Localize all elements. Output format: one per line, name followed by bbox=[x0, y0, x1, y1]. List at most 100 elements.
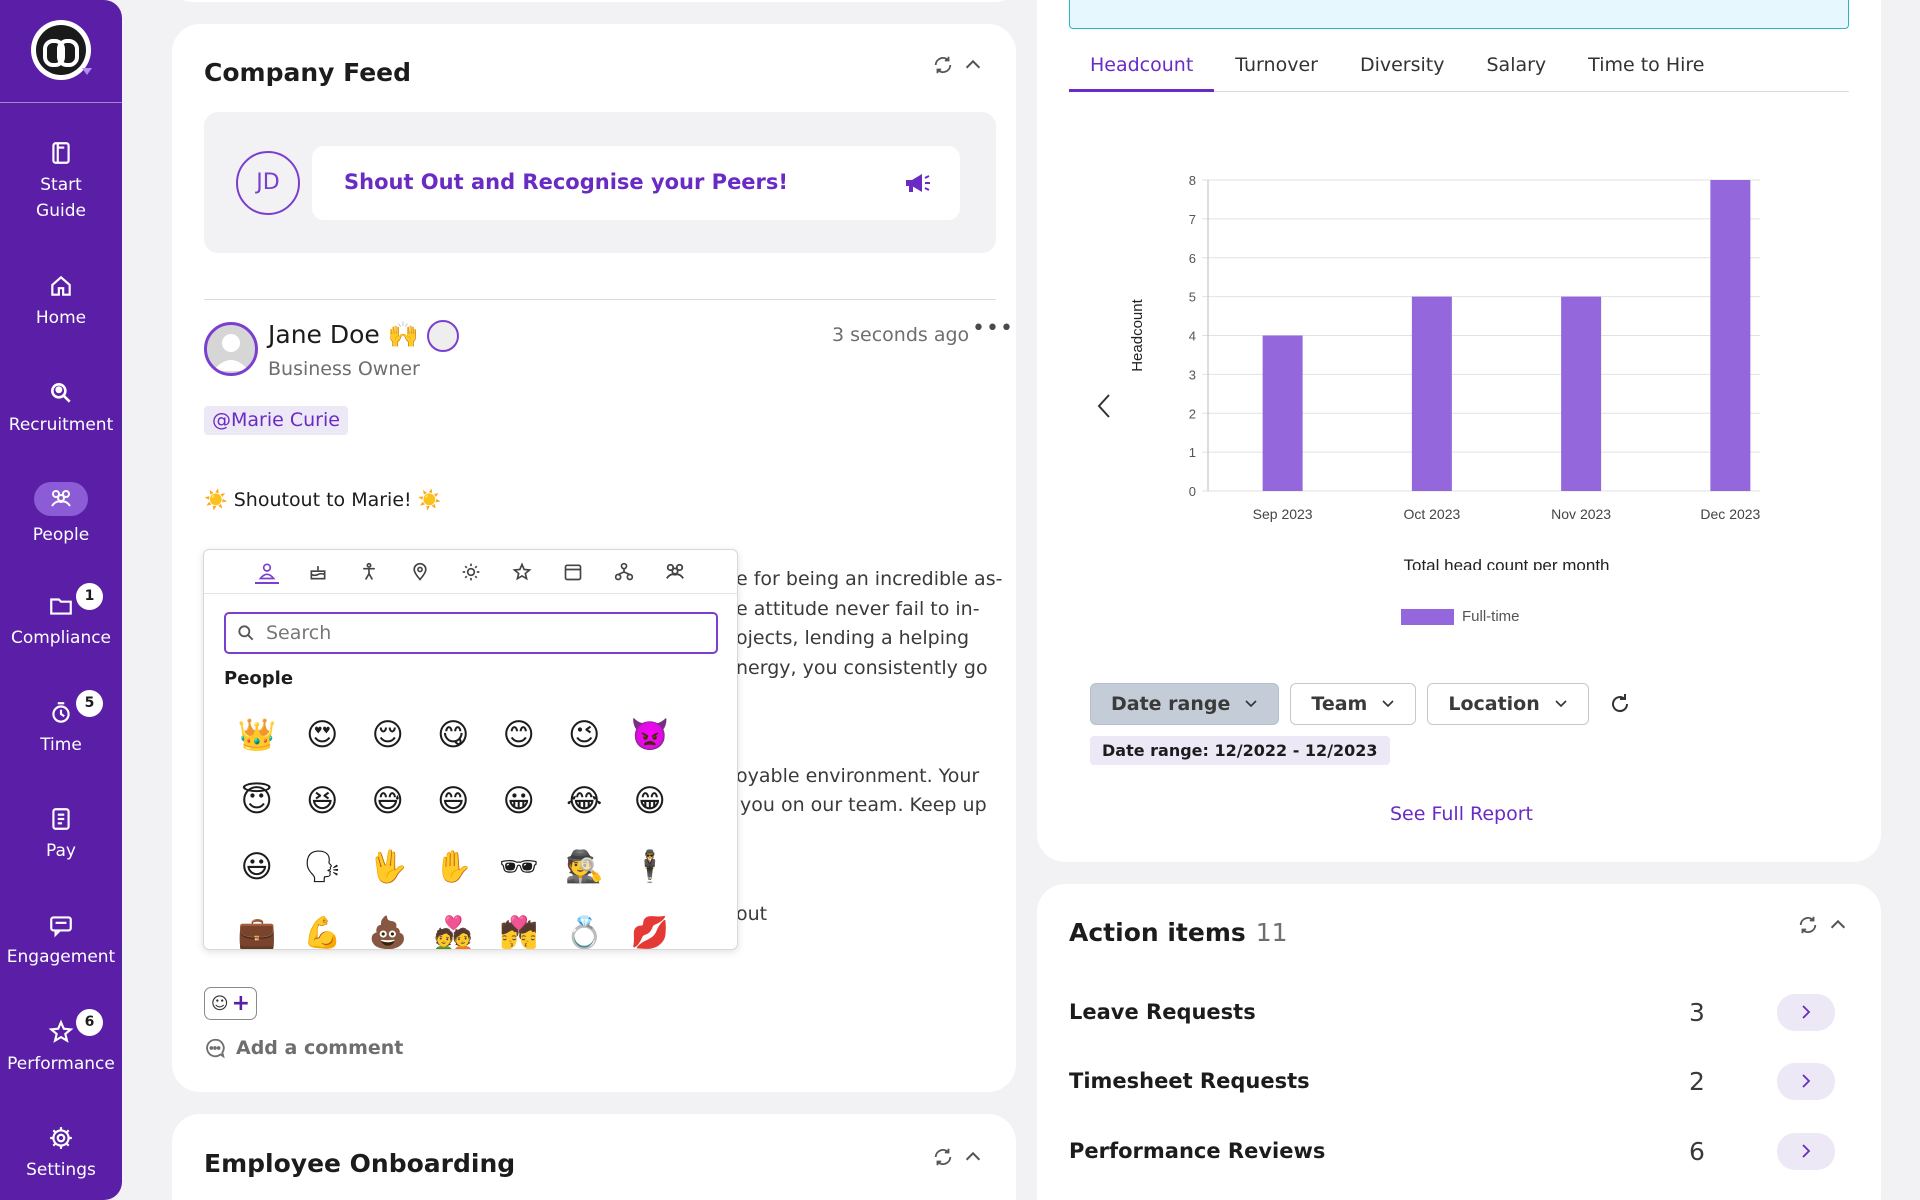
emoji-option[interactable]: 😍 bbox=[306, 717, 339, 753]
emoji-option[interactable]: 💼 bbox=[237, 915, 277, 950]
collapse-chevron-icon[interactable] bbox=[1827, 914, 1849, 936]
tab-turnover[interactable]: Turnover bbox=[1235, 54, 1318, 76]
person-icon[interactable] bbox=[255, 560, 279, 584]
emoji-option[interactable]: 🕶 bbox=[499, 849, 539, 885]
cake-icon[interactable] bbox=[306, 560, 330, 584]
emoji-option[interactable]: 😁 bbox=[633, 783, 666, 819]
action-item-row[interactable]: Timesheet Requests 2 bbox=[1069, 1061, 1849, 1101]
emoji-option[interactable]: 😀 bbox=[502, 783, 535, 819]
chart-prev-arrow-icon[interactable] bbox=[1096, 392, 1112, 420]
home-icon bbox=[51, 275, 71, 296]
emoji-option[interactable]: 👑 bbox=[237, 717, 277, 753]
emoji-option[interactable]: 😊 bbox=[502, 717, 535, 753]
sidebar-item-label: Pay bbox=[46, 841, 76, 861]
figure-icon[interactable] bbox=[357, 560, 381, 584]
filter-label: Date range bbox=[1111, 693, 1231, 715]
chart-legend: Full-time bbox=[1401, 608, 1520, 625]
tab-time-to-hire[interactable]: Time to Hire bbox=[1588, 54, 1705, 76]
nodes-icon[interactable] bbox=[612, 560, 636, 584]
emoji-option[interactable]: 👿 bbox=[630, 717, 670, 753]
sidebar-item-compliance[interactable]: 1 Compliance bbox=[0, 583, 122, 651]
reset-filters-icon[interactable] bbox=[1608, 692, 1632, 716]
company-logo[interactable] bbox=[31, 20, 91, 80]
folder-icon bbox=[50, 598, 72, 615]
group-icon[interactable] bbox=[663, 560, 687, 584]
emoji-option[interactable]: 😅 bbox=[371, 783, 404, 819]
collapse-chevron-icon[interactable] bbox=[962, 54, 984, 76]
chart-bar[interactable] bbox=[1262, 335, 1303, 492]
action-item-open-button[interactable] bbox=[1777, 993, 1835, 1031]
emoji-option[interactable]: 😉 bbox=[568, 717, 601, 753]
emoji-option[interactable]: 💑 bbox=[433, 915, 473, 950]
add-reaction-button[interactable]: ☺ + bbox=[204, 987, 257, 1020]
emoji-option[interactable]: 😋 bbox=[437, 717, 470, 753]
sidebar-item-start-guide[interactable]: Start Guide bbox=[0, 140, 122, 224]
post-author-name[interactable]: Jane Doe 🙌 bbox=[268, 320, 459, 352]
chart-y-axis-label: Headcount bbox=[1129, 298, 1146, 371]
emoji-option[interactable]: 😃 bbox=[240, 849, 273, 885]
emoji-option[interactable]: 🕴 bbox=[630, 849, 670, 885]
refresh-icon[interactable] bbox=[1797, 914, 1819, 936]
chart-bar[interactable] bbox=[1411, 296, 1452, 491]
post-body-line: out bbox=[736, 903, 768, 925]
emoji-option[interactable]: 💏 bbox=[499, 915, 539, 950]
sidebar-item-engagement[interactable]: Engagement bbox=[0, 912, 122, 970]
sidebar-item-label: Settings bbox=[26, 1160, 96, 1180]
emoji-option[interactable]: 🗣 bbox=[302, 849, 342, 885]
location-filter[interactable]: Location bbox=[1427, 683, 1589, 725]
emoji-option[interactable]: 🕵 bbox=[564, 849, 604, 885]
chart-bar[interactable] bbox=[1710, 180, 1751, 491]
sidebar-item-pay[interactable]: Pay bbox=[0, 806, 122, 864]
collapse-chevron-icon[interactable] bbox=[962, 1146, 984, 1168]
emoji-option[interactable]: 💋 bbox=[630, 915, 670, 950]
post-body-line: e for being an incredible as- bbox=[736, 568, 1003, 590]
mention-tag[interactable]: @Marie Curie bbox=[204, 406, 348, 435]
emoji-option[interactable]: 😄 bbox=[437, 783, 470, 819]
x-tick-label: Nov 2023 bbox=[1551, 506, 1611, 522]
logo-dropdown-caret-icon[interactable] bbox=[82, 68, 92, 75]
tab-diversity[interactable]: Diversity bbox=[1359, 54, 1445, 76]
sidebar-item-time[interactable]: 5 Time bbox=[0, 690, 122, 758]
add-comment-input[interactable]: Add a comment bbox=[204, 1037, 403, 1059]
tab-salary[interactable]: Salary bbox=[1486, 54, 1547, 76]
post-author-avatar[interactable] bbox=[204, 322, 258, 376]
more-options-icon[interactable]: ••• bbox=[972, 316, 1014, 341]
info-banner bbox=[1069, 0, 1849, 29]
emoji-option[interactable]: 😂 bbox=[566, 783, 603, 819]
emoji-option[interactable]: 💩 bbox=[368, 915, 408, 950]
analytics-tabs: Headcount Turnover Diversity Salary Time… bbox=[1069, 52, 1849, 92]
chart-bar[interactable] bbox=[1561, 296, 1602, 491]
shoutout-input[interactable]: Shout Out and Recognise your Peers! bbox=[312, 146, 960, 220]
action-item-open-button[interactable] bbox=[1777, 1062, 1835, 1100]
team-filter[interactable]: Team bbox=[1290, 683, 1417, 725]
emoji-grid: 👑 😍 😌 😋 😊 😉 👿 😇 😆 😅 😄 😀 😂 😁 😃 🗣 🖖 ✋ 🕶 🕵 🕴 💼 💪 💩 💑 💏 💍 💋 bbox=[224, 702, 683, 950]
refresh-icon[interactable] bbox=[932, 1146, 954, 1168]
action-item-row[interactable]: Performance Reviews 6 bbox=[1069, 1131, 1849, 1171]
sidebar-item-people[interactable]: People bbox=[0, 482, 122, 548]
location-icon[interactable] bbox=[408, 560, 432, 584]
emoji-option[interactable]: 😆 bbox=[306, 783, 339, 819]
box-icon[interactable] bbox=[561, 560, 585, 584]
emoji-search-input[interactable] bbox=[266, 622, 686, 644]
sidebar-item-home[interactable]: Home bbox=[0, 273, 122, 331]
refresh-icon[interactable] bbox=[932, 54, 954, 76]
see-full-report-link[interactable]: See Full Report bbox=[1390, 803, 1533, 825]
emoji-option[interactable]: 😇 bbox=[240, 783, 273, 819]
star-icon[interactable] bbox=[510, 560, 534, 584]
sidebar-item-settings[interactable]: Settings bbox=[0, 1125, 122, 1183]
emoji-search-field[interactable] bbox=[224, 612, 718, 654]
tab-headcount[interactable]: Headcount bbox=[1069, 52, 1215, 92]
emoji-option[interactable]: 🖖 bbox=[368, 849, 408, 885]
action-item-open-button[interactable] bbox=[1777, 1132, 1835, 1170]
emoji-option[interactable]: 💪 bbox=[302, 915, 342, 950]
filter-label: Team bbox=[1311, 693, 1368, 715]
sidebar-item-recruitment[interactable]: Recruitment bbox=[0, 380, 122, 438]
sidebar-item-performance[interactable]: 6 Performance bbox=[0, 1009, 122, 1077]
emoji-option[interactable]: ✋ bbox=[433, 849, 473, 885]
sun-icon[interactable] bbox=[459, 560, 483, 584]
emoji-option[interactable]: 😌 bbox=[371, 717, 404, 753]
action-item-row[interactable]: Leave Requests 3 bbox=[1069, 992, 1849, 1032]
emoji-option[interactable]: 💍 bbox=[564, 915, 604, 950]
post-headline-text: Shoutout to Marie! bbox=[233, 489, 412, 511]
date-range-filter[interactable]: Date range bbox=[1090, 683, 1280, 725]
